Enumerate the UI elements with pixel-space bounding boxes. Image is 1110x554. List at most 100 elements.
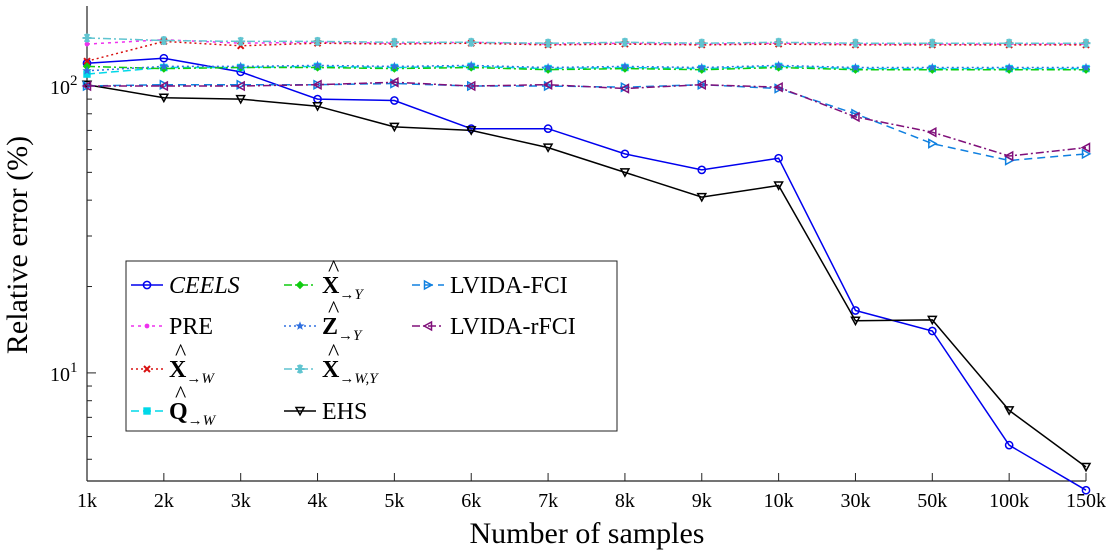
series-line: [86, 38, 1086, 45]
data-point: [465, 80, 476, 92]
legend-item: X→W^: [131, 340, 215, 387]
series-line: [86, 64, 1086, 72]
y-tick-label: 102: [50, 73, 78, 99]
data-point: [390, 78, 400, 89]
x-tick-label: 3k: [231, 490, 251, 512]
data-point: [312, 60, 323, 70]
data-point: [620, 37, 630, 47]
legend-box: [125, 260, 618, 432]
data-point: [235, 80, 245, 92]
series-z-y: [82, 60, 1091, 75]
data-point: [1004, 38, 1014, 48]
data-point: [423, 279, 434, 291]
legend-hat: ^: [328, 297, 339, 323]
data-point: [1081, 62, 1091, 72]
data-point: [697, 165, 707, 175]
legend-label: X→W,Y: [322, 357, 379, 387]
legend-item: X→Y^: [284, 256, 364, 303]
data-point: [295, 280, 305, 290]
legend-item: X→W,Y^: [284, 340, 379, 387]
data-point: [159, 61, 169, 71]
series-lvida-fci: [82, 78, 1092, 166]
legend-item: CEELS: [131, 273, 240, 299]
legend-label: LVIDA-rFCI: [450, 314, 576, 340]
data-point: [389, 37, 399, 47]
data-point: [773, 181, 784, 191]
data-point: [927, 38, 937, 48]
plot-area: [81, 33, 1092, 495]
x-tick-label: 8k: [615, 490, 635, 512]
series-ehs: [81, 80, 1092, 473]
series-line: [86, 65, 1086, 71]
data-point: [850, 62, 861, 72]
y-tick-label: 101: [50, 360, 78, 386]
data-point: [312, 101, 323, 112]
data-point: [1081, 38, 1091, 48]
data-point: [774, 153, 783, 163]
data-point: [774, 60, 784, 70]
legend-label: LVIDA-FCI: [450, 273, 568, 299]
data-point: [389, 122, 400, 133]
data-point: [1004, 440, 1014, 450]
data-point: [82, 33, 92, 43]
x-tick-label: 4k: [308, 490, 328, 512]
data-point: [1003, 150, 1014, 162]
data-point: [620, 149, 630, 159]
data-point: [927, 326, 937, 336]
data-point: [774, 37, 784, 47]
x-tick-label: 30k: [840, 490, 870, 512]
data-point: [928, 65, 937, 74]
data-point: [543, 38, 553, 48]
legend-hat: ^: [328, 256, 339, 282]
data-point: [313, 36, 323, 46]
data-point: [236, 61, 246, 71]
series-line: [86, 40, 1086, 62]
data-point: [543, 80, 554, 92]
data-point: [466, 60, 476, 70]
legend-item: LVIDA-FCI: [412, 273, 568, 299]
data-point: [620, 81, 631, 93]
legend-hat: ^: [328, 340, 339, 366]
x-axis-label: Number of samples: [470, 517, 705, 550]
series-line: [87, 81, 1087, 157]
legend-item: Z→Y^: [284, 297, 363, 344]
legend-item: LVIDA-rFCI: [412, 314, 576, 340]
data-point: [927, 62, 937, 72]
x-tick-label: 150k: [1066, 490, 1106, 512]
data-point: [422, 320, 433, 332]
data-point: [927, 315, 938, 326]
data-point: [1004, 62, 1014, 72]
data-point: [928, 138, 938, 149]
x-tick-label: 9k: [692, 490, 712, 512]
data-point: [697, 38, 707, 48]
legend-item: EHS: [284, 399, 367, 425]
data-point: [543, 124, 553, 134]
x-tick-label: 2k: [154, 490, 174, 512]
legend-item: Q→W^: [131, 382, 217, 429]
data-point: [390, 96, 399, 105]
x-tick-label: 6k: [461, 490, 481, 512]
data-point: [158, 93, 170, 104]
data-point: [850, 111, 860, 123]
data-point: [926, 126, 937, 138]
x-tick-label: 1k: [77, 490, 97, 512]
data-point: [144, 323, 150, 329]
data-point: [389, 61, 399, 71]
legend-label: X→W: [169, 357, 215, 387]
legend-label: Z→Y: [322, 314, 363, 344]
series-line: [86, 65, 1086, 75]
data-point: [542, 79, 553, 91]
data-point: [158, 80, 169, 92]
data-point: [236, 36, 246, 46]
legend-hat: ^: [175, 340, 186, 366]
series-lvida-rfci: [81, 77, 1091, 162]
data-point: [697, 62, 707, 72]
legend-label: Q→W: [169, 399, 217, 429]
data-point: [236, 79, 247, 91]
data-point: [82, 65, 92, 75]
legend-item: PRE: [131, 314, 213, 340]
x-tick-label: 50k: [917, 490, 947, 512]
x-tick-label: 10k: [764, 490, 794, 512]
series-line: [86, 83, 1087, 468]
